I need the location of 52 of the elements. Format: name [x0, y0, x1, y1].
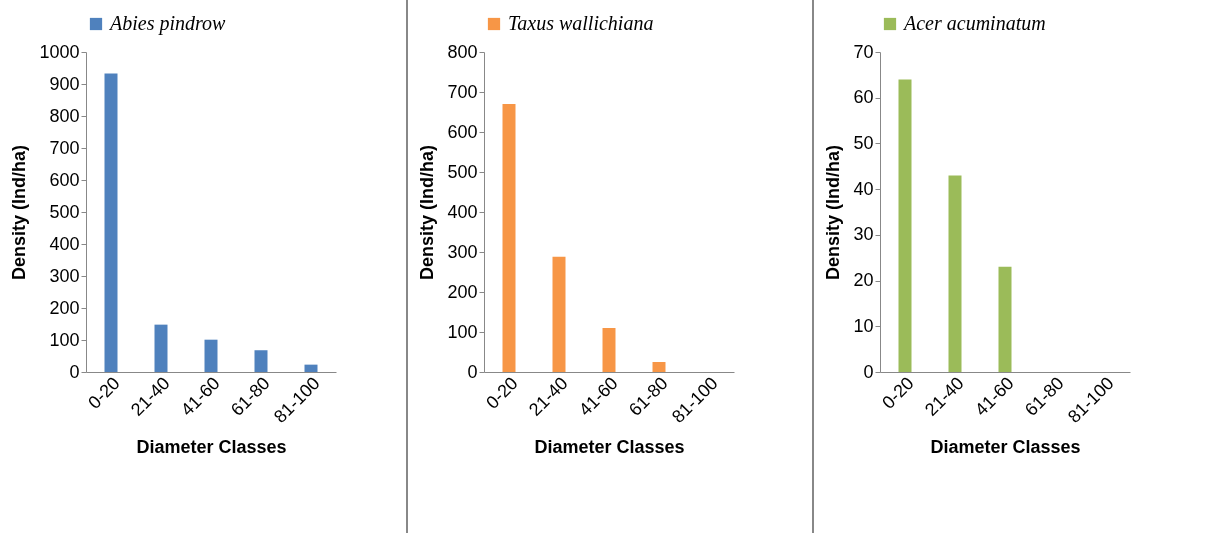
y-tick-label: 200 [447, 281, 478, 302]
y-tick-label: 300 [49, 265, 80, 286]
legend-label: Taxus wallichiana [508, 12, 654, 34]
y-tick-label: 100 [49, 329, 80, 350]
bar [898, 79, 912, 372]
y-tick-label: 800 [447, 41, 478, 62]
y-tick-label: 400 [447, 201, 478, 222]
x-axis-title: Diameter Classes [930, 436, 1081, 457]
y-tick-label: 70 [853, 41, 874, 62]
y-tick-label: 500 [49, 201, 80, 222]
bar [154, 324, 168, 372]
y-axis-title: Density (Ind/ha) [417, 144, 438, 281]
bar [652, 362, 666, 372]
y-axis-title: Density (Ind/ha) [9, 144, 30, 281]
legend-label: Acer acuminatum [902, 12, 1046, 34]
y-tick-label: 300 [447, 241, 478, 262]
bar [948, 175, 962, 372]
x-tick-label: 0-20 [878, 373, 918, 413]
bar [204, 339, 218, 372]
y-tick-label: 500 [447, 161, 478, 182]
y-tick-label: 900 [49, 73, 80, 94]
y-tick-label: 1000 [39, 41, 80, 62]
y-tick-label: 0 [863, 361, 874, 382]
y-tick-label: 50 [853, 132, 874, 153]
y-tick-label: 800 [49, 105, 80, 126]
y-tick-label: 700 [49, 137, 80, 158]
y-tick-label: 400 [49, 233, 80, 254]
bar [552, 256, 566, 372]
x-axis-title: Diameter Classes [534, 436, 685, 457]
y-tick-label: 60 [853, 87, 874, 108]
bar [602, 328, 616, 372]
y-tick-label: 700 [447, 81, 478, 102]
y-tick-label: 20 [853, 270, 874, 291]
legend-label: Abies pindrow [108, 12, 227, 35]
x-tick-label: 0-20 [84, 373, 124, 413]
bar [502, 104, 516, 372]
bar [254, 350, 268, 372]
bar [304, 364, 318, 372]
y-tick-label: 0 [69, 361, 80, 382]
bar [104, 73, 118, 372]
bar [998, 266, 1012, 372]
y-tick-label: 30 [853, 224, 874, 245]
y-tick-label: 200 [49, 297, 80, 318]
y-tick-label: 0 [467, 361, 478, 382]
y-tick-label: 100 [447, 321, 478, 342]
y-tick-label: 600 [447, 121, 478, 142]
y-tick-label: 40 [853, 178, 874, 199]
x-tick-label: 0-20 [482, 373, 522, 413]
y-tick-label: 600 [49, 169, 80, 190]
y-tick-label: 10 [853, 315, 874, 336]
x-axis-title: Diameter Classes [136, 436, 287, 457]
y-axis-title: Density (Ind/ha) [823, 144, 844, 281]
